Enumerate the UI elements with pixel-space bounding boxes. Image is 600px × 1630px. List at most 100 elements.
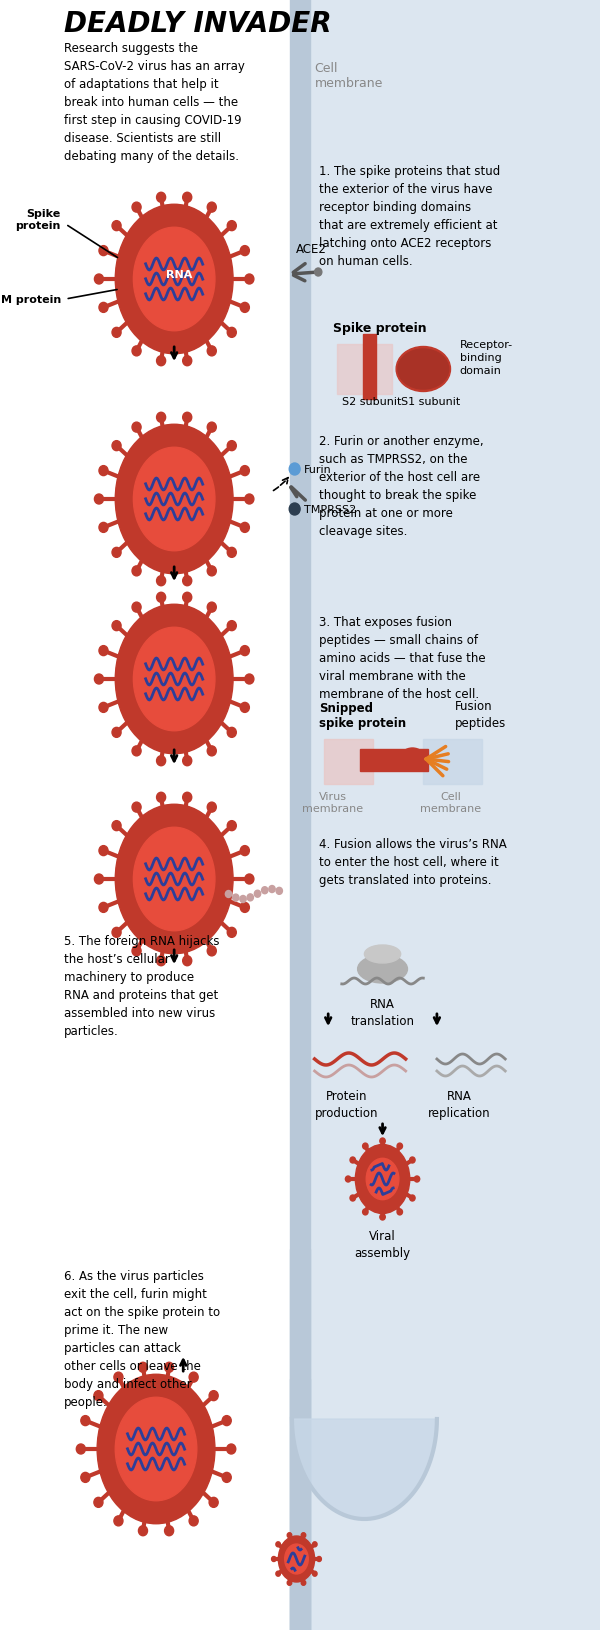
Bar xyxy=(362,334,376,399)
Ellipse shape xyxy=(364,945,401,963)
Circle shape xyxy=(207,747,216,756)
Circle shape xyxy=(301,1532,306,1537)
Circle shape xyxy=(240,303,250,313)
Circle shape xyxy=(380,1138,385,1144)
Text: RNA
translation: RNA translation xyxy=(350,998,415,1027)
Text: RNA: RNA xyxy=(166,271,192,280)
Circle shape xyxy=(222,1472,231,1482)
Circle shape xyxy=(164,1363,173,1372)
Circle shape xyxy=(313,1542,317,1547)
Ellipse shape xyxy=(133,448,215,551)
Circle shape xyxy=(94,1498,103,1508)
Ellipse shape xyxy=(396,347,451,393)
Circle shape xyxy=(276,1571,280,1576)
Text: Fusion
peptides: Fusion peptides xyxy=(455,699,506,730)
Circle shape xyxy=(182,792,192,802)
Circle shape xyxy=(157,792,166,802)
Circle shape xyxy=(182,577,192,587)
Circle shape xyxy=(209,1498,218,1508)
Circle shape xyxy=(114,1516,123,1526)
Ellipse shape xyxy=(115,1397,197,1501)
Circle shape xyxy=(227,442,236,452)
Circle shape xyxy=(410,1157,415,1164)
Text: Receptor-
binding
domain: Receptor- binding domain xyxy=(460,339,512,377)
Circle shape xyxy=(99,846,108,856)
Text: 2. Furin or another enzyme,
such as TMPRSS2, on the
exterior of the host cell ar: 2. Furin or another enzyme, such as TMPR… xyxy=(319,435,484,538)
Circle shape xyxy=(287,1581,292,1586)
Text: Research suggests the
SARS-CoV-2 virus has an array
of adaptations that help it
: Research suggests the SARS-CoV-2 virus h… xyxy=(64,42,244,163)
Circle shape xyxy=(182,412,192,424)
Bar xyxy=(337,346,392,394)
Circle shape xyxy=(132,204,141,214)
Bar xyxy=(424,740,482,784)
Ellipse shape xyxy=(133,828,215,931)
Circle shape xyxy=(99,523,108,533)
Circle shape xyxy=(81,1472,90,1482)
Circle shape xyxy=(362,1143,368,1149)
Bar xyxy=(323,740,373,784)
Polygon shape xyxy=(292,1420,437,1519)
Circle shape xyxy=(112,729,121,738)
Text: Viral
assembly: Viral assembly xyxy=(355,1229,410,1260)
Ellipse shape xyxy=(133,628,215,732)
Ellipse shape xyxy=(400,748,425,771)
Circle shape xyxy=(362,1209,368,1214)
Circle shape xyxy=(276,888,283,895)
Circle shape xyxy=(189,1372,198,1382)
Circle shape xyxy=(262,887,268,895)
Circle shape xyxy=(99,246,108,256)
Circle shape xyxy=(346,1177,351,1182)
Circle shape xyxy=(410,1195,415,1201)
Circle shape xyxy=(227,222,236,231)
Ellipse shape xyxy=(115,805,233,954)
Circle shape xyxy=(227,1444,236,1454)
Circle shape xyxy=(222,1416,231,1426)
Circle shape xyxy=(114,1372,123,1382)
Circle shape xyxy=(269,887,275,893)
Circle shape xyxy=(94,675,103,685)
Circle shape xyxy=(227,548,236,557)
Text: Cell
membrane: Cell membrane xyxy=(420,792,481,813)
Text: Virus
membrane: Virus membrane xyxy=(302,792,363,813)
Circle shape xyxy=(272,1557,276,1562)
Circle shape xyxy=(99,645,108,657)
Text: Spike
protein: Spike protein xyxy=(16,209,61,231)
Bar xyxy=(290,0,310,1630)
Circle shape xyxy=(157,412,166,424)
Circle shape xyxy=(112,621,121,631)
Circle shape xyxy=(139,1363,148,1372)
Circle shape xyxy=(99,303,108,313)
Circle shape xyxy=(132,947,141,957)
Circle shape xyxy=(227,621,236,631)
Ellipse shape xyxy=(398,350,449,390)
Text: M protein: M protein xyxy=(1,295,61,305)
Ellipse shape xyxy=(115,425,233,574)
Text: 6. As the virus particles
exit the cell, furin might
act on the spike protein to: 6. As the virus particles exit the cell,… xyxy=(64,1270,220,1408)
Circle shape xyxy=(132,422,141,434)
Text: S1 subunit: S1 subunit xyxy=(401,396,460,408)
Circle shape xyxy=(94,275,103,285)
Circle shape xyxy=(287,1532,292,1537)
Circle shape xyxy=(289,463,300,476)
Circle shape xyxy=(132,567,141,577)
Circle shape xyxy=(182,756,192,766)
Circle shape xyxy=(76,1444,85,1454)
Circle shape xyxy=(233,895,239,901)
Circle shape xyxy=(182,957,192,967)
Circle shape xyxy=(99,703,108,712)
Circle shape xyxy=(227,927,236,937)
Circle shape xyxy=(314,269,322,277)
Text: 5. The foreign RNA hijacks
the host’s cellular
machinery to produce
RNA and prot: 5. The foreign RNA hijacks the host’s ce… xyxy=(64,934,219,1037)
Circle shape xyxy=(112,822,121,831)
Circle shape xyxy=(157,577,166,587)
Ellipse shape xyxy=(133,228,215,331)
Circle shape xyxy=(240,903,250,913)
Circle shape xyxy=(99,903,108,913)
Text: Spike protein: Spike protein xyxy=(333,321,427,334)
Circle shape xyxy=(240,466,250,476)
Circle shape xyxy=(247,895,253,901)
Circle shape xyxy=(350,1195,355,1201)
Circle shape xyxy=(245,275,254,285)
Circle shape xyxy=(207,947,216,957)
Circle shape xyxy=(94,874,103,885)
